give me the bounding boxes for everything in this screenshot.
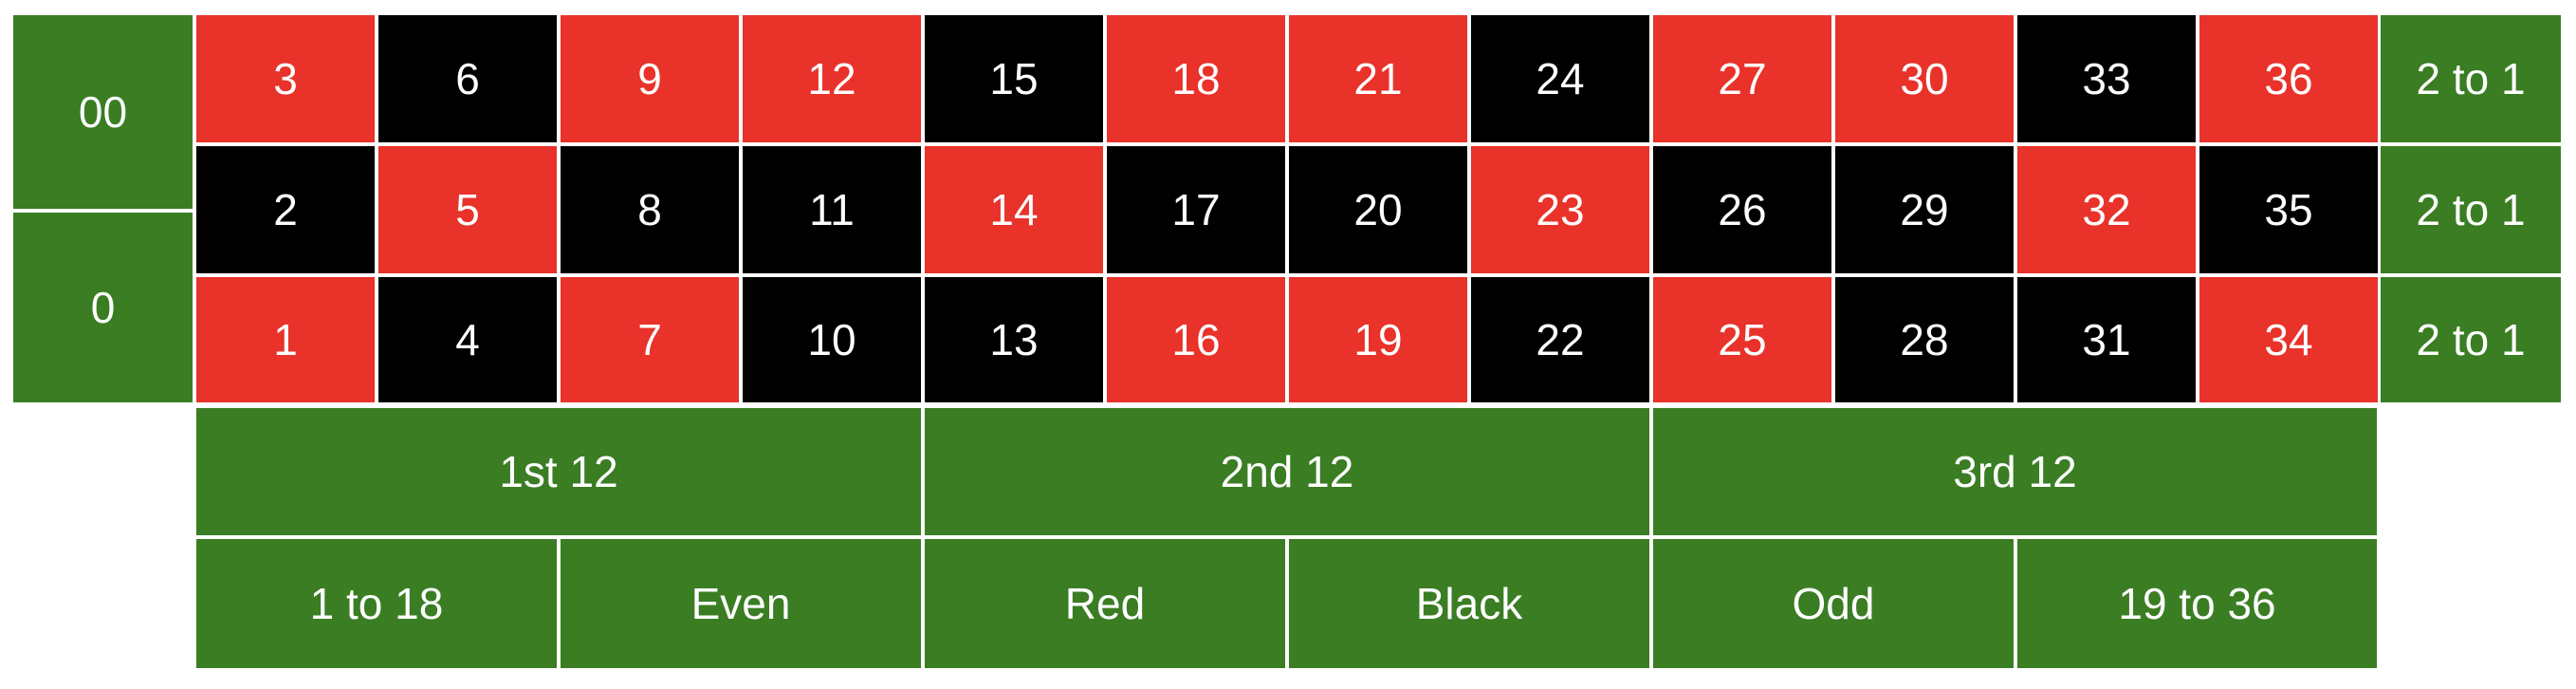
- bet-even[interactable]: Even: [561, 539, 921, 668]
- bet-number-31[interactable]: 31: [2017, 277, 2196, 402]
- bet-number-11[interactable]: 11: [743, 146, 921, 273]
- bet-number-34[interactable]: 34: [2199, 277, 2378, 402]
- bet-number-6[interactable]: 6: [378, 15, 557, 142]
- bet-number-25[interactable]: 25: [1653, 277, 1831, 402]
- bet-number-20[interactable]: 20: [1289, 146, 1467, 273]
- bet-zero-double[interactable]: 00: [13, 15, 193, 209]
- bet-number-21[interactable]: 21: [1289, 15, 1467, 142]
- bet-number-10[interactable]: 10: [743, 277, 921, 402]
- bet-number-18[interactable]: 18: [1107, 15, 1285, 142]
- bet-black[interactable]: Black: [1289, 539, 1649, 668]
- bet-column-middle[interactable]: 2 to 1: [2381, 146, 2561, 273]
- bet-number-32[interactable]: 32: [2017, 146, 2196, 273]
- bet-number-26[interactable]: 26: [1653, 146, 1831, 273]
- bet-number-35[interactable]: 35: [2199, 146, 2378, 273]
- bet-high-19-to-36[interactable]: 19 to 36: [2017, 539, 2377, 668]
- bet-number-14[interactable]: 14: [925, 146, 1103, 273]
- bet-number-5[interactable]: 5: [378, 146, 557, 273]
- bet-number-17[interactable]: 17: [1107, 146, 1285, 273]
- bet-number-13[interactable]: 13: [925, 277, 1103, 402]
- bet-number-16[interactable]: 16: [1107, 277, 1285, 402]
- bet-number-15[interactable]: 15: [925, 15, 1103, 142]
- bet-number-22[interactable]: 22: [1471, 277, 1649, 402]
- bet-number-9[interactable]: 9: [561, 15, 739, 142]
- bet-number-4[interactable]: 4: [378, 277, 557, 402]
- bet-red[interactable]: Red: [925, 539, 1285, 668]
- bet-number-29[interactable]: 29: [1835, 146, 2014, 273]
- bet-column-bottom[interactable]: 2 to 1: [2381, 277, 2561, 402]
- bet-number-7[interactable]: 7: [561, 277, 739, 402]
- bet-number-8[interactable]: 8: [561, 146, 739, 273]
- bet-number-24[interactable]: 24: [1471, 15, 1649, 142]
- bet-third-dozen[interactable]: 3rd 12: [1653, 408, 2377, 535]
- bet-number-33[interactable]: 33: [2017, 15, 2196, 142]
- bet-number-28[interactable]: 28: [1835, 277, 2014, 402]
- bet-number-23[interactable]: 23: [1471, 146, 1649, 273]
- bet-number-27[interactable]: 27: [1653, 15, 1831, 142]
- bet-number-12[interactable]: 12: [743, 15, 921, 142]
- bet-first-dozen[interactable]: 1st 12: [196, 408, 921, 535]
- bet-number-2[interactable]: 2: [196, 146, 375, 273]
- bet-low-1-to-18[interactable]: 1 to 18: [196, 539, 557, 668]
- bet-second-dozen[interactable]: 2nd 12: [925, 408, 1649, 535]
- bet-zero[interactable]: 0: [13, 213, 193, 402]
- bet-odd[interactable]: Odd: [1653, 539, 2014, 668]
- bet-number-1[interactable]: 1: [196, 277, 375, 402]
- bet-number-30[interactable]: 30: [1835, 15, 2014, 142]
- bet-column-top[interactable]: 2 to 1: [2381, 15, 2561, 142]
- bet-number-3[interactable]: 3: [196, 15, 375, 142]
- bet-number-19[interactable]: 19: [1289, 277, 1467, 402]
- bet-number-36[interactable]: 36: [2199, 15, 2378, 142]
